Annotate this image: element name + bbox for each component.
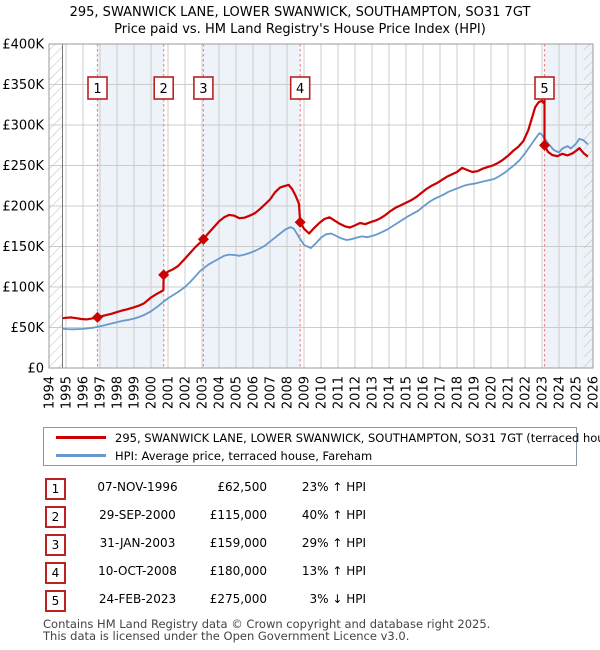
footer-line-2: This data is licensed under the Open Gov… xyxy=(43,628,410,643)
x-axis-label: 2013 xyxy=(366,376,381,409)
x-axis-label: 1996 xyxy=(77,376,92,409)
transaction-price: £275,000 xyxy=(209,592,267,606)
legend-row-price: 295, SWANWICK LANE, LOWER SWANWICK, SOUT… xyxy=(44,430,600,445)
sale-marker xyxy=(197,233,209,245)
y-axis-label: £100K xyxy=(2,281,44,296)
x-axis-label: 2011 xyxy=(332,376,347,409)
x-axis-label: 2022 xyxy=(519,376,534,409)
transaction-price: £62,500 xyxy=(217,480,267,494)
x-axis-label: 2005 xyxy=(230,376,245,409)
table-row: 1 07-NOV-1996 £62,500 23% ↑ HPI xyxy=(0,477,600,505)
y-axis-label: £50K xyxy=(11,321,45,336)
x-axis-label: 2020 xyxy=(485,376,500,409)
transaction-hpi-delta: 23% ↑ HPI xyxy=(301,480,366,494)
y-axis-label: £250K xyxy=(2,159,44,174)
transaction-price: £180,000 xyxy=(209,564,267,578)
transaction-number-badge: 4 xyxy=(45,562,66,584)
svg-text:2: 2 xyxy=(160,82,168,97)
page-title: 295, SWANWICK LANE, LOWER SWANWICK, SOUT… xyxy=(69,5,531,20)
price-line-label: 295, SWANWICK LANE, LOWER SWANWICK, SOUT… xyxy=(115,430,600,445)
y-axis-label: £150K xyxy=(2,240,44,255)
svg-text:1: 1 xyxy=(93,82,101,97)
transaction-date: 07-NOV-1996 xyxy=(97,480,178,494)
transaction-price: £159,000 xyxy=(209,536,267,550)
x-axis-label: 2025 xyxy=(570,376,585,409)
x-axis-label: 2002 xyxy=(179,376,194,409)
x-axis-label: 2015 xyxy=(400,376,415,409)
x-axis-label: 2008 xyxy=(281,376,296,409)
svg-text:3: 3 xyxy=(199,82,207,97)
x-axis-label: 2000 xyxy=(145,376,160,409)
x-axis-label: 1998 xyxy=(111,376,126,409)
transaction-hpi-delta: 29% ↑ HPI xyxy=(301,536,366,550)
series-line xyxy=(62,99,589,321)
transaction-number-box xyxy=(289,76,311,100)
x-axis-label: 2004 xyxy=(213,376,228,409)
transaction-number-box xyxy=(153,76,174,100)
transaction-date: 29-SEP-2000 xyxy=(99,508,176,522)
x-axis-label: 2016 xyxy=(417,376,432,409)
y-axis-label: £300K xyxy=(2,119,44,134)
transaction-date: 31-JAN-2003 xyxy=(99,536,176,550)
transaction-hpi-delta: 40% ↑ HPI xyxy=(301,508,366,522)
sale-marker xyxy=(158,269,170,281)
x-axis-label: 2014 xyxy=(383,376,398,409)
y-axis-label: £350K xyxy=(2,78,44,93)
x-axis-label: 1994 xyxy=(43,376,58,409)
table-row: 4 10-OCT-2008 £180,000 13% ↑ HPI xyxy=(0,561,600,589)
x-axis-label: 2009 xyxy=(298,376,313,409)
transaction-number-box xyxy=(87,76,108,100)
price-line-swatch xyxy=(56,436,106,439)
y-axis-label: £400K xyxy=(2,38,44,53)
sale-marker xyxy=(539,139,551,151)
x-axis-label: 1995 xyxy=(60,376,75,409)
table-row: 5 24-FEB-2023 £275,000 3% ↓ HPI xyxy=(0,589,600,617)
x-axis-label: 2021 xyxy=(502,376,517,409)
x-axis-label: 2001 xyxy=(162,376,177,409)
svg-text:4: 4 xyxy=(296,82,304,97)
x-axis-label: 2018 xyxy=(451,376,466,409)
table-row: 3 31-JAN-2003 £159,000 29% ↑ HPI xyxy=(0,533,600,561)
chart-legend: 295, SWANWICK LANE, LOWER SWANWICK, SOUT… xyxy=(43,427,600,466)
x-axis-label: 2026 xyxy=(587,376,600,409)
footer-copyright: Contains HM Land Registry data © Crown c… xyxy=(43,617,583,643)
sale-marker xyxy=(294,216,306,228)
x-axis-label: 2023 xyxy=(536,376,551,409)
sale-marker xyxy=(91,311,103,323)
x-axis-label: 2006 xyxy=(247,376,262,409)
y-axis-label: £0 xyxy=(27,362,44,377)
price-chart: 1 2 3 4 5 £0 £50K £100K £150K £200K £250K £300K £350… xyxy=(2,38,600,410)
x-axis-label: 1999 xyxy=(128,376,143,409)
transaction-number-box xyxy=(534,76,555,100)
transaction-number-box xyxy=(193,76,214,100)
series-line xyxy=(62,132,589,331)
transaction-date: 10-OCT-2008 xyxy=(98,564,177,578)
x-axis-label: 2010 xyxy=(315,376,330,409)
transaction-table: 1 07-NOV-1996 £62,500 23% ↑ HPI 2 29-SEP-2000… xyxy=(0,477,600,617)
transaction-price: £115,000 xyxy=(209,508,267,522)
x-axis-label: 2019 xyxy=(468,376,483,409)
y-axis-label: £200K xyxy=(2,200,44,215)
hpi-line-label: HPI: Average price, terraced house, Fare… xyxy=(115,448,373,463)
table-row: 2 29-SEP-2000 £115,000 40% ↑ HPI xyxy=(0,505,600,533)
transaction-hpi-delta: 13% ↑ HPI xyxy=(301,564,366,578)
x-axis-label: 2024 xyxy=(553,376,568,409)
transaction-hpi-delta: 3% ↓ HPI xyxy=(309,592,366,606)
x-axis-label: 1997 xyxy=(94,376,109,409)
svg-text:5: 5 xyxy=(540,82,548,97)
legend-row-hpi: HPI: Average price, terraced house, Fare… xyxy=(44,448,576,463)
hpi-line-swatch xyxy=(56,454,106,457)
x-axis-label: 2017 xyxy=(434,376,449,409)
x-axis-label: 2003 xyxy=(196,376,211,409)
footer-line-1: Contains HM Land Registry data © Crown c… xyxy=(43,617,491,631)
transaction-number-badge: 3 xyxy=(45,534,66,556)
x-axis-label: 2007 xyxy=(264,376,279,409)
page-subtitle: Price paid vs. HM Land Registry's House … xyxy=(114,22,486,37)
transaction-number-badge: 2 xyxy=(45,506,66,528)
transaction-date: 24-FEB-2023 xyxy=(98,592,177,606)
transaction-number-badge: 1 xyxy=(45,478,66,500)
x-axis-label: 2012 xyxy=(349,376,364,409)
transaction-number-badge: 5 xyxy=(45,590,66,612)
